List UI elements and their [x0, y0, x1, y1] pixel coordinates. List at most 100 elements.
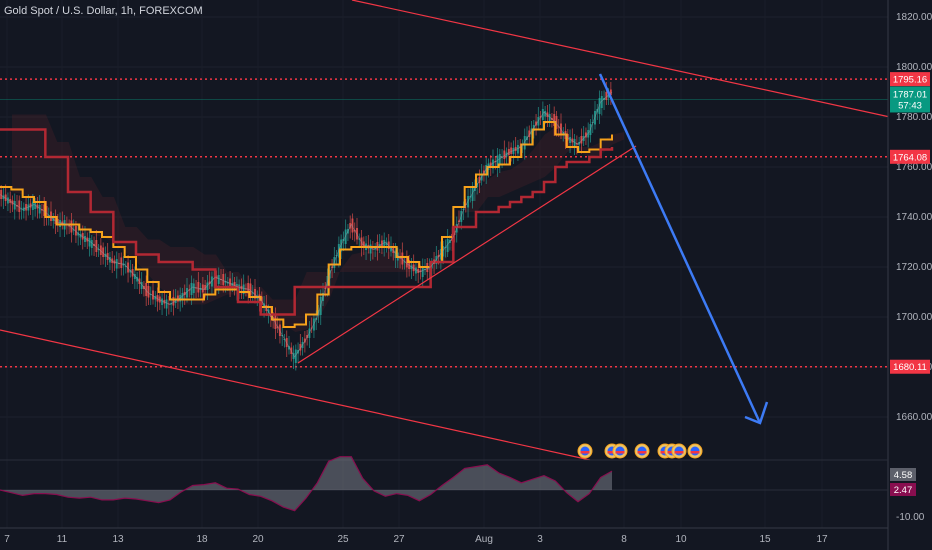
- candle-body: [403, 261, 406, 263]
- candle-body: [498, 154, 501, 166]
- price-tick: 1820.00: [896, 12, 932, 23]
- price-tick: 1760.00: [896, 162, 932, 173]
- candle-body: [351, 218, 354, 233]
- conversion-line: [0, 121, 613, 328]
- candle-body: [140, 282, 143, 289]
- lower-channel-line[interactable]: [0, 329, 591, 461]
- candle-body: [288, 346, 290, 350]
- candle-body: [349, 223, 352, 229]
- time-axis-ticks: 7 11 13 18 20 25 27 Aug 3 8 10 15 17: [4, 534, 828, 545]
- candle-body: [74, 226, 77, 236]
- candle-body: [231, 283, 234, 287]
- time-tick: 7: [4, 534, 10, 545]
- current-price-label: 1787.01 57:43: [890, 86, 930, 113]
- level-labels: 1795.16 1764.08 1680.11: [890, 72, 930, 374]
- forecast-arrow[interactable]: [598, 73, 762, 424]
- candle-body: [179, 295, 182, 302]
- candle-body: [115, 259, 118, 269]
- candle-body: [186, 288, 188, 298]
- candle-body: [183, 292, 186, 295]
- candle-body: [0, 190, 3, 199]
- time-tick: 17: [816, 534, 828, 545]
- forecast-arrow-head: [744, 401, 769, 425]
- time-tick: 8: [621, 534, 627, 545]
- candle-body: [54, 217, 57, 224]
- time-tick: 10: [675, 534, 687, 545]
- candle-body: [120, 257, 123, 268]
- time-tick: 20: [252, 534, 264, 545]
- level-label: 1764.08: [893, 152, 927, 163]
- candle-body: [156, 295, 159, 302]
- candle-body: [124, 266, 127, 267]
- candle-body: [47, 215, 50, 216]
- support-trend-line[interactable]: [297, 145, 637, 364]
- candle-body: [512, 148, 515, 154]
- candle-body: [510, 147, 513, 154]
- candle-body: [136, 277, 139, 282]
- candle-body: [356, 228, 358, 240]
- candle-body: [145, 283, 148, 296]
- candle-body: [43, 204, 46, 216]
- candle-body: [507, 149, 510, 155]
- upper-channel-line[interactable]: [351, 0, 891, 118]
- candle-body: [442, 246, 445, 257]
- candle-body: [77, 232, 80, 236]
- event-stripe: [674, 451, 684, 454]
- price-tick: 1700.00: [896, 312, 932, 323]
- candle-body: [566, 134, 569, 141]
- oscillator-labels: 4.58 2.47 -10.00: [890, 468, 925, 523]
- close-line: [0, 91, 613, 358]
- oscillator-line: [0, 456, 613, 512]
- candle-body: [18, 200, 21, 212]
- candle-body: [34, 203, 37, 209]
- candle-body: [222, 274, 225, 285]
- price-tick: 1780.00: [896, 112, 932, 123]
- candle-body: [108, 257, 111, 263]
- indicator-lines: [0, 91, 614, 358]
- candle-body: [401, 252, 404, 265]
- candle-body: [609, 89, 612, 95]
- candle-body: [6, 197, 9, 204]
- candle-body: [528, 130, 531, 137]
- candle-body: [478, 177, 481, 183]
- candle-body: [190, 283, 193, 295]
- candle-body: [90, 240, 93, 248]
- candle-body: [541, 109, 544, 120]
- candle-body: [31, 201, 34, 210]
- candle-body: [369, 244, 372, 254]
- candle-body: [72, 229, 75, 231]
- candle-body: [278, 324, 281, 336]
- candle-body: [84, 236, 86, 242]
- candle-body: [492, 159, 494, 169]
- candle-body: [555, 116, 558, 129]
- level-label-box: [890, 359, 930, 374]
- oscillator-value-2: 2.47: [894, 485, 913, 496]
- candle-body: [548, 114, 551, 122]
- time-tick: 18: [196, 534, 208, 545]
- candle-body: [439, 249, 442, 260]
- candle-body: [192, 283, 195, 293]
- candle-body: [573, 139, 576, 148]
- candle-body: [201, 284, 204, 293]
- candle-body: [471, 187, 474, 201]
- candle-body: [446, 239, 449, 252]
- candle-body: [580, 136, 583, 144]
- candle-body: [412, 264, 415, 271]
- candle-body: [292, 353, 295, 359]
- candle-body: [229, 278, 232, 287]
- candle-body: [97, 249, 100, 250]
- trend-drawings: [0, 0, 891, 461]
- candle-body: [13, 201, 16, 210]
- candle-body: [2, 195, 5, 199]
- candle-body: [390, 246, 392, 252]
- price-tick: 1740.00: [896, 212, 932, 223]
- horizontal-levels: [0, 78, 888, 368]
- ichimoku-cloud: [12, 114, 624, 332]
- time-tick: 15: [759, 534, 771, 545]
- candle-body: [217, 275, 220, 284]
- candle-body: [263, 303, 266, 308]
- candle-body: [421, 266, 424, 277]
- time-tick: 27: [393, 534, 405, 545]
- candle-body: [362, 241, 365, 248]
